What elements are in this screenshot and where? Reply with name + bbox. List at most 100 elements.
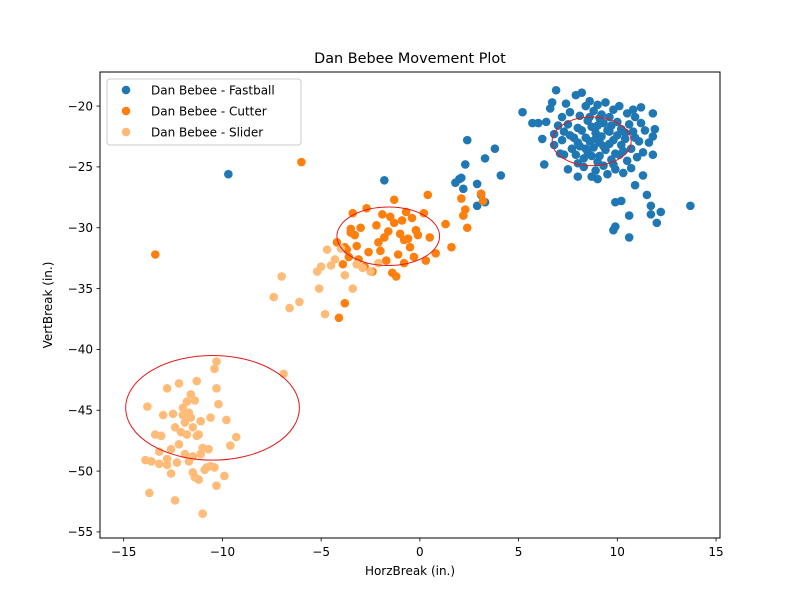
data-point (314, 284, 324, 293)
data-point (591, 134, 600, 144)
data-point (334, 313, 344, 323)
data-point (277, 272, 286, 281)
data-point (330, 255, 340, 264)
data-point (630, 180, 640, 190)
x-tick-label: −10 (210, 545, 235, 559)
data-point (212, 384, 221, 393)
data-point (184, 408, 194, 417)
data-point (534, 118, 543, 128)
data-point (551, 85, 561, 95)
data-point (579, 162, 589, 172)
data-point (366, 267, 375, 276)
data-point (457, 194, 466, 203)
plot-area (125, 85, 695, 518)
legend-box (106, 78, 302, 146)
y-tick-label: −35 (68, 282, 93, 296)
data-point (565, 130, 575, 140)
y-tick-label: −20 (68, 99, 93, 113)
y-tick-label: −25 (68, 160, 93, 174)
data-point (389, 218, 399, 228)
data-point (656, 207, 666, 217)
data-point (380, 175, 389, 185)
data-point (156, 431, 166, 441)
data-point (565, 107, 575, 117)
data-point (587, 172, 596, 181)
data-point (587, 151, 596, 161)
data-point (640, 126, 650, 135)
data-point (636, 118, 646, 128)
legend: Dan Bebee - Fastball Dan Bebee - Cutter Da… (106, 78, 302, 146)
data-point (609, 225, 618, 235)
data-point (579, 154, 589, 163)
data-point (285, 303, 294, 313)
axes-frame (99, 71, 721, 539)
data-point (403, 234, 413, 243)
data-point (618, 146, 628, 156)
data-point (593, 100, 602, 110)
data-point (356, 223, 365, 233)
data-point (340, 270, 350, 280)
data-point (585, 96, 594, 106)
data-point (652, 218, 662, 228)
data-point (385, 212, 395, 222)
data-point (206, 413, 215, 422)
data-point (162, 460, 172, 470)
data-point (382, 256, 391, 265)
data-point (528, 118, 537, 128)
data-point (376, 246, 385, 256)
data-point (180, 418, 190, 427)
data-point (401, 207, 411, 217)
data-point (224, 169, 233, 179)
data-point (462, 223, 472, 233)
data-point (628, 105, 638, 115)
data-point (166, 469, 176, 478)
data-point (599, 161, 608, 170)
data-point (297, 157, 306, 167)
data-point (170, 422, 180, 432)
data-point (182, 397, 192, 407)
data-point (638, 148, 648, 157)
data-point (362, 203, 371, 213)
data-point (638, 171, 648, 180)
data-point (539, 160, 549, 169)
data-point (618, 168, 628, 178)
data-point (326, 261, 336, 270)
data-point (577, 126, 587, 135)
data-point (346, 228, 356, 237)
data-point (431, 248, 440, 258)
data-point (374, 258, 383, 268)
cluster-ellipse-1 (336, 206, 441, 266)
data-point (391, 272, 401, 281)
data-point (624, 233, 634, 242)
data-point (441, 219, 450, 229)
data-point (214, 399, 223, 409)
series-2 (141, 244, 383, 518)
data-point (460, 160, 470, 169)
data-point (279, 369, 288, 379)
data-point (190, 396, 200, 405)
data-point (192, 376, 202, 386)
data-point (316, 262, 326, 271)
data-point (154, 447, 164, 456)
data-point (194, 430, 204, 439)
y-axis: −55 −50 −45 −40 −35 −30 −25 −20 (68, 99, 100, 539)
data-point (222, 415, 231, 425)
data-point (358, 263, 367, 273)
data-point (599, 141, 608, 151)
y-tick-label: −45 (68, 404, 93, 418)
data-point (196, 416, 206, 426)
data-point (188, 467, 198, 477)
data-point (597, 110, 606, 119)
data-point (178, 403, 188, 413)
data-point (340, 298, 350, 308)
data-point (478, 196, 488, 206)
legend-label: Dan Bebee - Cutter (151, 105, 267, 119)
data-point (589, 106, 598, 116)
data-point (636, 102, 646, 112)
data-point (154, 459, 164, 469)
data-point (646, 210, 656, 219)
data-point (320, 309, 330, 319)
data-point (397, 216, 407, 225)
data-point (188, 422, 198, 432)
